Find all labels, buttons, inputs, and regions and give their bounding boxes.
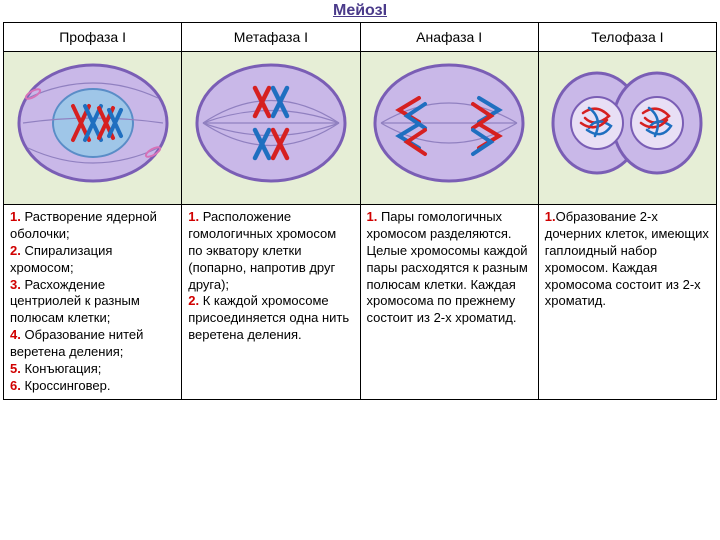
cell-metaphase [182,52,360,205]
header-metaphase: Метафаза I [182,23,360,52]
cell-telophase [538,52,716,205]
page-title: МейозI [0,0,720,22]
desc-metaphase: 1. Расположение гомологичных хромосом по… [182,205,360,400]
cell-prophase [4,52,182,205]
desc-telophase: 1.Образование 2-х дочерних клеток, имеющ… [538,205,716,400]
header-anaphase: Анафаза I [360,23,538,52]
desc-anaphase: 1. Пары гомологичных хромосом разделяютс… [360,205,538,400]
meiosis-table: Профаза I Метафаза I Анафаза I Телофаза … [3,22,717,400]
header-telophase: Телофаза I [538,23,716,52]
desc-prophase: 1. Растворение ядерной оболочки;2. Спира… [4,205,182,400]
header-prophase: Профаза I [4,23,182,52]
cell-anaphase [360,52,538,205]
